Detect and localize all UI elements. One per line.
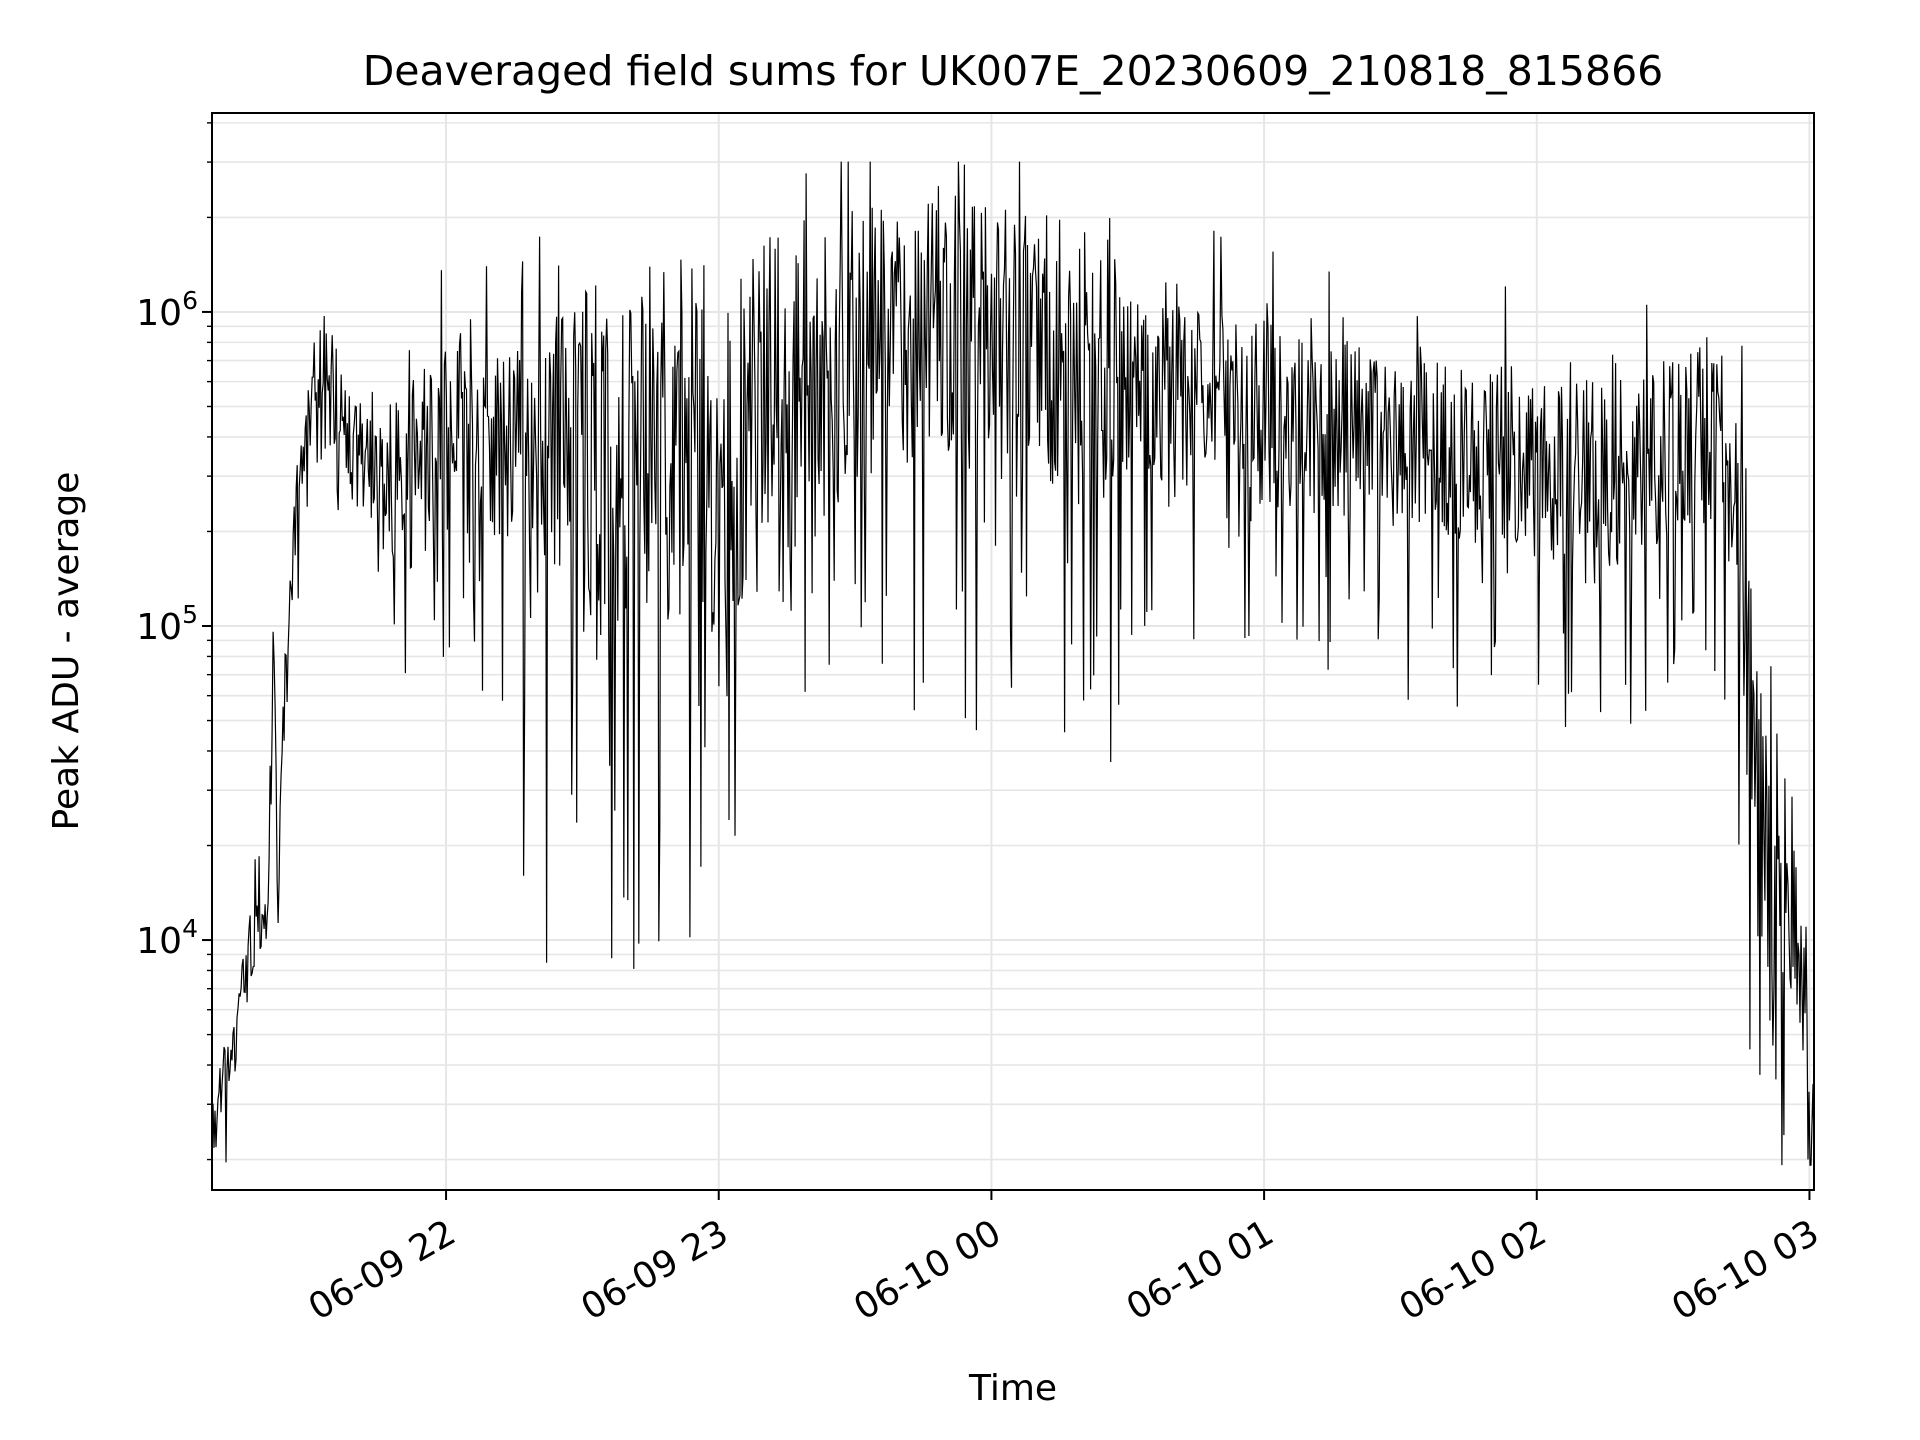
y-tick-label: 104 <box>136 914 198 962</box>
y-tick-label-exponent: 4 <box>182 914 198 943</box>
y-axis-label: Peak ADU - average <box>46 472 87 831</box>
y-tick-label-base: 10 <box>136 293 182 334</box>
plot-frame <box>211 112 1815 1191</box>
chart-title: Deaveraged field sums for UK007E_2023060… <box>363 47 1664 95</box>
y-tick-label-base: 10 <box>136 607 182 648</box>
y-tick-label-base: 10 <box>136 921 182 962</box>
y-tick-label-exponent: 6 <box>182 286 198 315</box>
series-group <box>211 161 1815 1166</box>
y-tick-label-exponent: 5 <box>182 600 198 629</box>
y-tick-label: 105 <box>136 600 198 648</box>
series-line <box>211 161 1815 1166</box>
y-tick-label: 106 <box>136 286 198 334</box>
x-axis-label: Time <box>968 1368 1057 1409</box>
